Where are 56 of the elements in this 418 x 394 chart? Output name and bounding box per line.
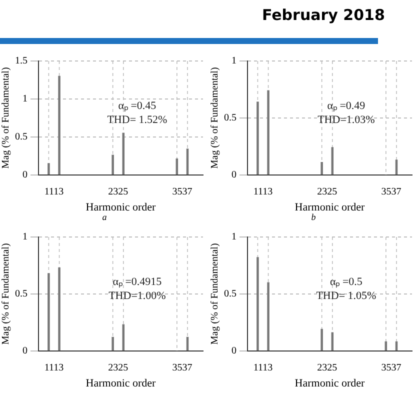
y-tick-label: 0.5 [15, 131, 28, 142]
y-axis-title: Mag (% of Fundamental) [0, 243, 12, 345]
annotation: αₚ =0.4915 [112, 276, 162, 288]
x-tick-label: 2325 [317, 186, 338, 198]
annotation: THD= 1.52% [107, 114, 168, 126]
annotation: αₚ =0.5 [330, 276, 363, 288]
x-tick-label: 3537 [381, 362, 402, 374]
x-tick-label: 2325 [108, 362, 128, 374]
y-axis-title: Mag (% of Fundamental) [0, 67, 12, 169]
y-axis-title: Mag (% of Fundamental) [210, 67, 221, 169]
y-tick-label: 1.5 [15, 56, 28, 67]
y-tick-label: 0 [232, 169, 236, 180]
x-tick-label: 3537 [172, 362, 192, 374]
bar [256, 257, 259, 351]
annotation: THD= 1.05% [316, 290, 376, 302]
bar [256, 102, 259, 175]
chart-title: February 2018 [262, 6, 385, 24]
bar [320, 328, 323, 351]
annotation: THD=1.03% [318, 114, 375, 126]
y-tick-label: 0 [22, 345, 28, 356]
y-tick-label: 0.5 [224, 288, 236, 300]
x-tick-label: 2325 [108, 186, 128, 198]
y-tick-label: 0.5 [15, 288, 28, 300]
bar [58, 76, 60, 175]
y-axis-title: Mag (% of Fundamental) [210, 243, 221, 345]
x-tick-label: 1113 [44, 186, 64, 198]
x-axis-title: Harmonic order [294, 201, 366, 214]
bar [48, 163, 50, 175]
text: b [310, 212, 317, 222]
bar [112, 336, 114, 351]
text: a [101, 212, 108, 222]
bar [58, 267, 60, 351]
y-tick-label: 0 [22, 169, 28, 180]
x-axis-title: Harmonic order [294, 377, 366, 390]
y-tick-label: 0 [232, 345, 236, 356]
x-tick-label: 3537 [172, 186, 192, 198]
x-tick-label: 1113 [44, 362, 64, 374]
bar [112, 154, 114, 175]
x-tick-label: 1113 [253, 362, 273, 374]
bar [48, 273, 50, 351]
annotation: αₚ =0.49 [327, 100, 366, 112]
y-tick-label: 0.5 [224, 112, 236, 124]
y-tick-label: 1 [22, 232, 28, 243]
y-tick-label: 1 [22, 94, 28, 105]
bar [267, 90, 270, 175]
y-tick-label: 1 [232, 232, 236, 243]
x-tick-label: 1113 [253, 186, 273, 198]
bar [320, 162, 323, 175]
x-tick-label: 3537 [381, 186, 402, 198]
y-tick-label: 1 [232, 56, 236, 67]
x-tick-label: 2325 [317, 362, 338, 374]
x-axis-title: Harmonic order [86, 377, 156, 390]
annotation: αₚ =0.45 [118, 100, 157, 112]
annotation: THD=1.00% [108, 290, 166, 302]
x-axis-title: Harmonic order [86, 201, 156, 214]
bar [267, 282, 270, 351]
